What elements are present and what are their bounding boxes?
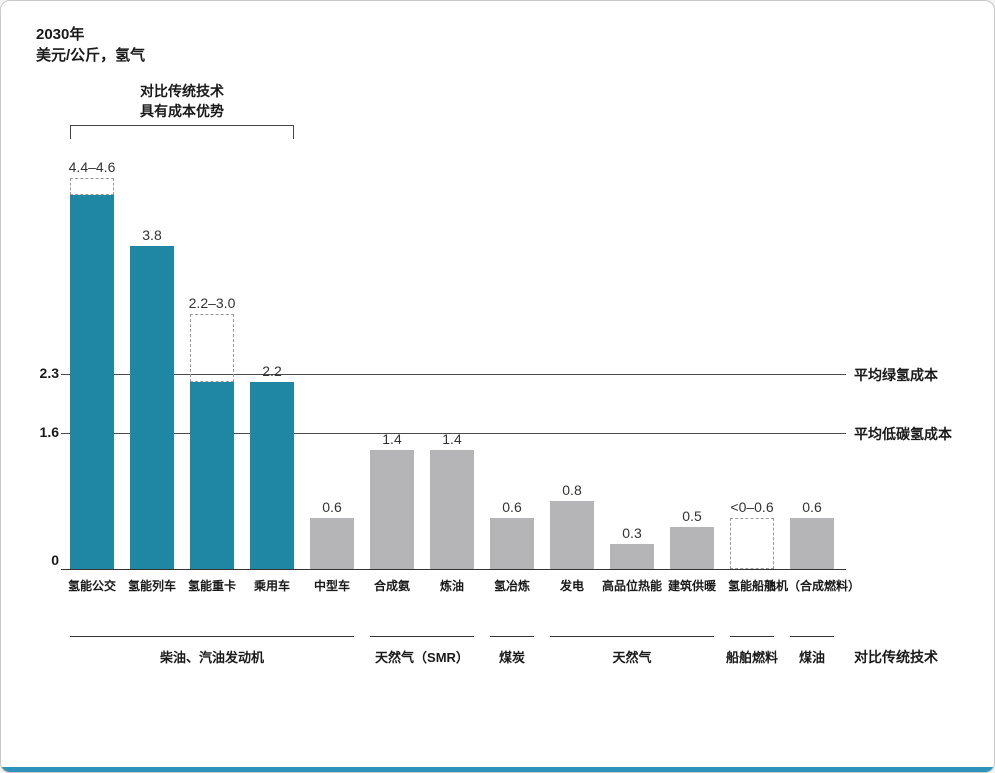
group-line	[790, 636, 834, 637]
reference-line	[61, 433, 846, 434]
baseline-axis	[61, 569, 846, 570]
group-axis-label: 对比传统技术	[854, 649, 938, 665]
group-label: 船舶燃料	[725, 650, 778, 665]
bar-category-label: 氢能重卡	[187, 579, 236, 593]
bar-solid	[190, 382, 234, 569]
annotation-line-2: 具有成本优势	[140, 103, 224, 119]
y-tick-label: 1.6	[39, 424, 59, 440]
bar-value-label: 0.3	[622, 524, 642, 541]
reference-line-label: 平均低碳氢成本	[854, 426, 952, 442]
y-tick-label: 2.3	[39, 364, 59, 381]
cost-advantage-annotation: 对比传统技术 具有成本优势	[62, 81, 302, 121]
bar-solid	[310, 518, 354, 569]
bar-value-label: 0.6	[502, 499, 522, 515]
bar-value-label: 0.6	[802, 499, 822, 515]
bar-outline-range	[730, 518, 774, 569]
group-label: 柴油、汽油发动机	[159, 650, 264, 665]
bar-outline-range	[70, 178, 114, 195]
bar-solid	[430, 450, 474, 569]
bar-outline-range	[190, 314, 234, 382]
bar-solid	[370, 450, 414, 569]
bar-value-label: 2.2	[262, 363, 282, 379]
group-label: 天然气	[612, 650, 652, 665]
group-label: 煤炭	[498, 650, 525, 665]
group-line	[550, 636, 714, 637]
bar-solid	[790, 518, 834, 569]
bar-solid	[490, 518, 534, 569]
group-line	[730, 636, 774, 637]
bar-solid	[550, 501, 594, 569]
bar-category-label: 氢能列车	[127, 579, 176, 593]
bar-category-label: 氢能公交	[67, 579, 116, 593]
bar-solid	[130, 246, 174, 569]
bar-value-label: 1.4	[382, 431, 402, 447]
bar-value-label: 0.5	[682, 507, 702, 524]
bar-value-label: 1.4	[442, 431, 462, 447]
bar-value-label: 0.8	[562, 482, 582, 498]
bar-solid	[670, 526, 714, 569]
bar-category-label: 乘用车	[253, 579, 290, 593]
bar-value-label: 0.6	[322, 499, 342, 515]
bar-category-label: 合成氨	[373, 579, 410, 593]
chart-title: 2030年	[36, 26, 85, 43]
bar-value-label: 4.4–4.6	[68, 159, 116, 175]
group-line	[490, 636, 534, 637]
bar-value-label: 2.2–3.0	[188, 295, 236, 311]
bar-category-label: 发电	[559, 579, 584, 593]
reference-line	[61, 373, 846, 375]
chart-unit-label: 美元/公斤，氢气	[36, 47, 146, 64]
annotation-line-1: 对比传统技术	[140, 83, 224, 99]
bar-solid	[610, 543, 654, 569]
group-line	[70, 636, 354, 637]
bar-category-label: 建筑供暖	[667, 579, 716, 593]
bar-solid	[70, 195, 114, 569]
bar-category-label: 炼油	[439, 579, 464, 593]
y-tick-label: 0	[51, 552, 59, 568]
reference-line-label: 平均绿氢成本	[854, 366, 938, 383]
bar-value-label: <0–0.6	[730, 499, 774, 515]
group-line	[370, 636, 474, 637]
bar-category-label: 氢能船舶	[727, 579, 776, 593]
group-label: 煤油	[798, 650, 825, 665]
bar-solid	[250, 382, 294, 569]
bar-category-label: 氢冶炼	[493, 579, 530, 593]
group-label: 天然气（SMR）	[375, 650, 469, 665]
cost-advantage-bracket	[70, 125, 294, 139]
bottom-accent-strip	[1, 767, 994, 772]
bar-value-label: 3.8	[142, 227, 162, 243]
bar-category-label: 飞机（合成燃料）	[763, 579, 860, 593]
bar-category-label: 中型车	[313, 579, 350, 593]
bar-category-label: 高品位热能	[601, 579, 662, 593]
